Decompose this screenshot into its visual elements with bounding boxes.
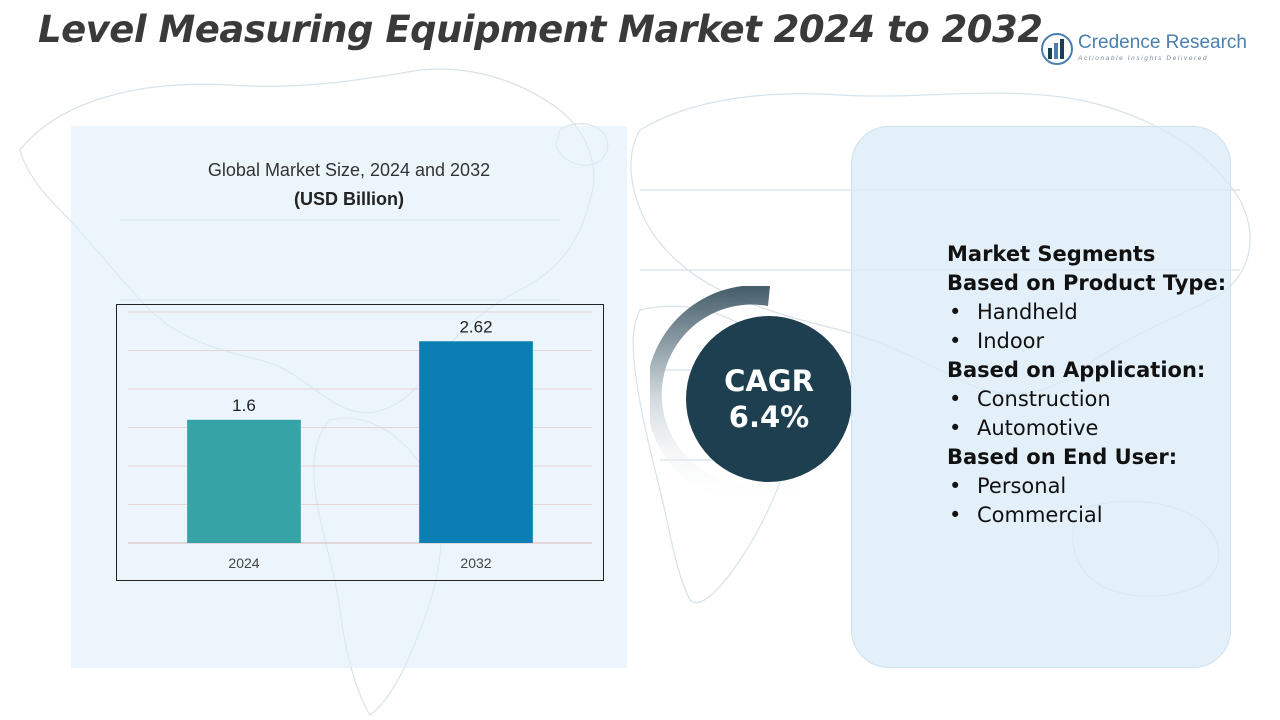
segment-item: • Personal [947, 472, 1247, 501]
bars [187, 341, 533, 543]
market-segments: Market Segments Based on Product Type: •… [947, 240, 1247, 530]
chart-panel [71, 126, 627, 668]
segments-heading: Market Segments [947, 242, 1156, 266]
chart-frame [116, 304, 604, 581]
bullet-icon: • [949, 503, 962, 527]
value-labels: 1.6 2.62 [232, 317, 492, 415]
chart-unit: (USD Billion) [294, 189, 404, 209]
cagr-ring-decoration [650, 286, 800, 506]
x-tick-labels: 2024 2032 [228, 555, 491, 571]
x-tick-2024: 2024 [228, 555, 259, 571]
cagr-badge: CAGR 6.4% [686, 316, 852, 482]
segment-group-title: Based on Product Type: [947, 271, 1227, 295]
segment-item-label: Personal [977, 474, 1067, 498]
market-size-bar-chart: 1.6 2.62 2024 2032 [128, 311, 592, 571]
segment-item: • Handheld [947, 298, 1247, 327]
value-label-2024: 1.6 [232, 396, 256, 415]
company-logo: Credence Research Actionable Insights De… [1040, 30, 1252, 70]
value-label-2032: 2.62 [459, 317, 492, 336]
segment-item: • Commercial [947, 501, 1247, 530]
bullet-icon: • [949, 474, 962, 498]
cagr-label: CAGR [724, 364, 814, 398]
segment-item: • Automotive [947, 414, 1247, 443]
segment-group-title: Based on End User: [947, 445, 1178, 469]
segment-item: • Indoor [947, 327, 1247, 356]
bar-2032 [419, 341, 533, 543]
bullet-icon: • [949, 329, 962, 353]
bar-chart-globe-icon [1041, 33, 1073, 65]
segment-item-label: Commercial [977, 503, 1103, 527]
segment-item-label: Indoor [977, 329, 1045, 353]
chart-title: Global Market Size, 2024 and 2032 [207, 160, 491, 180]
segments-panel [851, 126, 1231, 668]
bullet-icon: • [949, 416, 962, 440]
page-title: Level Measuring Equipment Market 2024 to… [38, 8, 1043, 51]
bullet-icon: • [949, 300, 962, 324]
cagr-value: 6.4% [728, 400, 810, 434]
segment-item: • Construction [947, 385, 1247, 414]
bar-2024 [187, 419, 301, 543]
bullet-icon: • [949, 387, 962, 411]
segment-item-label: Handheld [977, 300, 1078, 324]
segment-item-label: Construction [977, 387, 1111, 411]
segment-group-title: Based on Application: [947, 358, 1206, 382]
logo-tagline: Actionable Insights Delivered [1078, 55, 1209, 62]
x-tick-2032: 2032 [460, 555, 491, 571]
logo-name: Credence Research [1078, 32, 1247, 53]
segment-item-label: Automotive [977, 416, 1099, 440]
